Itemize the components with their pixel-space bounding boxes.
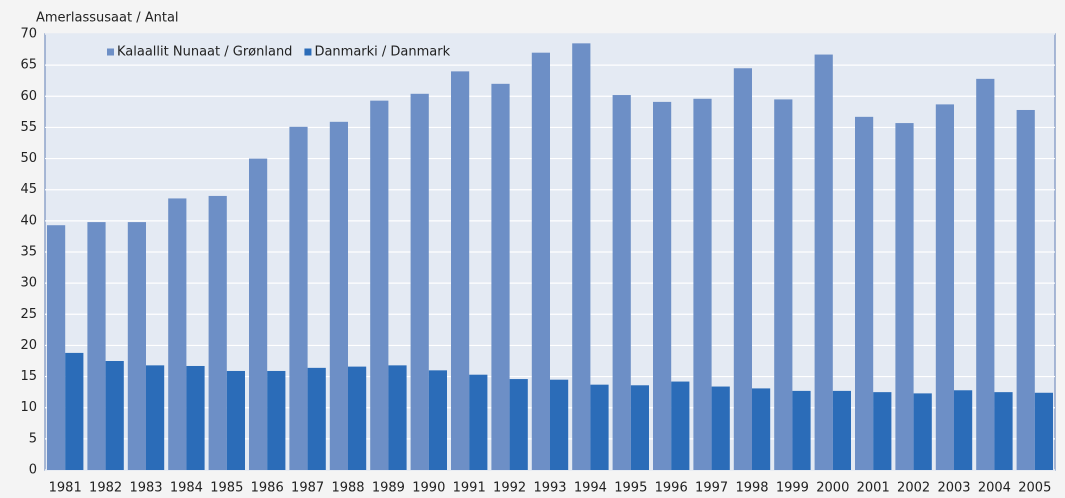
y-tick-label: 35: [20, 245, 37, 260]
y-tick-label: 10: [20, 400, 37, 415]
y-tick-label: 45: [20, 182, 37, 197]
bar: [774, 99, 793, 471]
y-tick-label: 70: [20, 27, 37, 42]
bar: [469, 374, 488, 470]
bar: [186, 365, 205, 470]
x-tick-label: 2001: [857, 481, 890, 496]
bar: [832, 390, 851, 470]
bar: [208, 195, 227, 470]
y-tick-label: 60: [20, 89, 37, 104]
bar: [630, 385, 649, 470]
bar: [65, 352, 84, 470]
bar: [146, 365, 165, 470]
x-tick-label: 1991: [453, 481, 486, 496]
bar: [733, 68, 752, 470]
x-tick-label: 2000: [816, 481, 849, 496]
bar: [509, 379, 528, 470]
bar: [348, 366, 367, 470]
y-tick-label: 0: [29, 463, 37, 478]
bar: [1016, 109, 1035, 470]
bar: [491, 83, 510, 470]
bar: [994, 392, 1013, 470]
bar: [814, 54, 833, 470]
bar: [855, 116, 874, 470]
x-tick-label: 2004: [978, 481, 1011, 496]
x-tick-label: 1983: [129, 481, 162, 496]
y-tick-label: 30: [20, 276, 37, 291]
bar: [1034, 392, 1053, 470]
y-tick-label: 55: [20, 120, 37, 135]
bar: [653, 101, 672, 471]
bar: [531, 52, 550, 470]
y-tick-label: 50: [20, 151, 37, 166]
bar: [590, 384, 609, 470]
x-tick-label: 1994: [574, 481, 607, 496]
bar: [913, 393, 932, 470]
y-tick-label: 15: [20, 369, 37, 384]
y-tick-label: 25: [20, 307, 37, 322]
bar: [693, 98, 712, 470]
bar: [752, 388, 771, 470]
x-tick-label: 1996: [655, 481, 688, 496]
x-tick-label: 1997: [695, 481, 728, 496]
bar: [572, 43, 591, 470]
bar: [226, 370, 245, 470]
bar: [792, 390, 811, 470]
bar: [105, 361, 124, 470]
x-tick-label: 1984: [170, 481, 203, 496]
bar: [895, 123, 914, 470]
x-tick-label: 1986: [251, 481, 284, 496]
x-tick-label: 1998: [735, 481, 768, 496]
legend-label: Kalaallit Nunaat / Grønland: [117, 45, 292, 60]
bar: [711, 386, 730, 470]
bar: [329, 121, 348, 470]
bar: [47, 225, 66, 470]
bar: [410, 93, 429, 471]
bar: [954, 390, 973, 470]
x-tick-label: 1992: [493, 481, 526, 496]
bar: [451, 71, 470, 470]
y-tick-label: 20: [20, 338, 37, 353]
x-tick-label: 1985: [210, 481, 243, 496]
legend-label: Danmarki / Danmark: [314, 45, 450, 60]
bar: [935, 104, 954, 470]
legend-marker: [304, 48, 312, 56]
bar: [612, 95, 631, 470]
bar: [370, 100, 389, 470]
bar: [307, 367, 326, 470]
x-tick-label: 1989: [372, 481, 405, 496]
bar: [168, 198, 187, 471]
bar: [428, 370, 447, 470]
x-tick-label: 1993: [533, 481, 566, 496]
x-tick-label: 1988: [331, 481, 364, 496]
bar: [976, 78, 995, 471]
y-axis-label: Amerlassusaat / Antal: [36, 11, 179, 26]
x-tick-label: 1990: [412, 481, 445, 496]
bar: [249, 158, 268, 471]
bar: [671, 381, 690, 470]
bar: [127, 222, 146, 470]
bar: [388, 365, 407, 470]
y-tick-label: 5: [29, 431, 37, 446]
legend-marker: [107, 48, 114, 56]
x-tick-label: 2003: [937, 481, 970, 496]
x-tick-label: 1987: [291, 481, 324, 496]
x-tick-label: 2002: [897, 481, 930, 496]
x-tick-label: 1999: [776, 481, 809, 496]
bar: [550, 379, 569, 470]
bar: [873, 392, 892, 470]
x-tick-label: 1982: [89, 481, 122, 496]
x-tick-label: 1995: [614, 481, 647, 496]
bar: [289, 126, 308, 470]
x-tick-label: 2005: [1018, 481, 1051, 496]
y-tick-label: 65: [20, 58, 37, 73]
y-tick-label: 40: [20, 213, 37, 228]
bar: [87, 222, 106, 470]
x-tick-label: 1981: [49, 481, 82, 496]
bar: [267, 370, 286, 470]
